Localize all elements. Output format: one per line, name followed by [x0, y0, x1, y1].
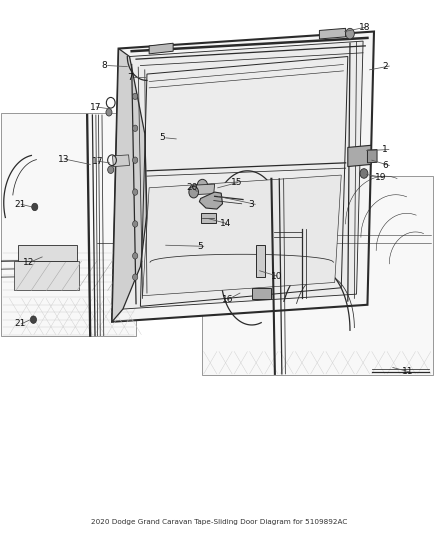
- Circle shape: [106, 109, 112, 116]
- Text: 2: 2: [383, 62, 389, 70]
- Circle shape: [133, 253, 138, 259]
- Text: 8: 8: [101, 61, 107, 70]
- Text: 15: 15: [231, 178, 243, 187]
- Polygon shape: [143, 175, 341, 296]
- Text: 21: 21: [14, 319, 26, 328]
- Circle shape: [360, 168, 368, 178]
- Circle shape: [133, 93, 138, 100]
- Text: 20: 20: [186, 183, 198, 192]
- Polygon shape: [201, 213, 215, 223]
- Polygon shape: [193, 184, 215, 195]
- Polygon shape: [113, 155, 130, 166]
- Circle shape: [133, 189, 138, 195]
- Polygon shape: [123, 41, 363, 309]
- Circle shape: [32, 203, 38, 211]
- Polygon shape: [199, 192, 223, 209]
- Text: 11: 11: [403, 367, 414, 376]
- Circle shape: [197, 179, 208, 192]
- Text: 1: 1: [382, 145, 388, 154]
- Text: 5: 5: [197, 242, 203, 251]
- Text: 6: 6: [383, 161, 389, 170]
- Text: 5: 5: [159, 133, 165, 142]
- Text: 3: 3: [249, 200, 254, 209]
- Polygon shape: [367, 150, 377, 163]
- Circle shape: [133, 274, 138, 280]
- Polygon shape: [149, 43, 173, 54]
- Text: 16: 16: [222, 295, 233, 304]
- Text: 14: 14: [220, 219, 231, 228]
- Circle shape: [133, 125, 138, 132]
- Circle shape: [346, 28, 354, 39]
- Polygon shape: [319, 28, 346, 39]
- Circle shape: [133, 221, 138, 227]
- Text: 18: 18: [359, 23, 370, 32]
- Polygon shape: [18, 245, 77, 261]
- Text: 17: 17: [90, 102, 102, 111]
- Polygon shape: [1, 114, 136, 336]
- Text: 21: 21: [14, 200, 26, 209]
- Polygon shape: [256, 245, 265, 277]
- Text: 2020 Dodge Grand Caravan Tape-Sliding Door Diagram for 5109892AC: 2020 Dodge Grand Caravan Tape-Sliding Do…: [91, 519, 347, 524]
- Text: 10: 10: [271, 272, 282, 280]
- Circle shape: [108, 166, 114, 173]
- Circle shape: [133, 157, 138, 164]
- Polygon shape: [14, 261, 79, 290]
- Text: 19: 19: [375, 173, 387, 182]
- Text: 7: 7: [127, 72, 133, 82]
- Circle shape: [30, 316, 36, 324]
- Polygon shape: [201, 176, 433, 375]
- Polygon shape: [348, 146, 371, 166]
- Circle shape: [189, 186, 198, 198]
- Text: 17: 17: [92, 157, 103, 166]
- Polygon shape: [252, 288, 271, 300]
- Text: 12: 12: [23, 258, 35, 266]
- Text: 13: 13: [58, 155, 70, 164]
- Polygon shape: [112, 31, 374, 322]
- Polygon shape: [112, 49, 147, 322]
